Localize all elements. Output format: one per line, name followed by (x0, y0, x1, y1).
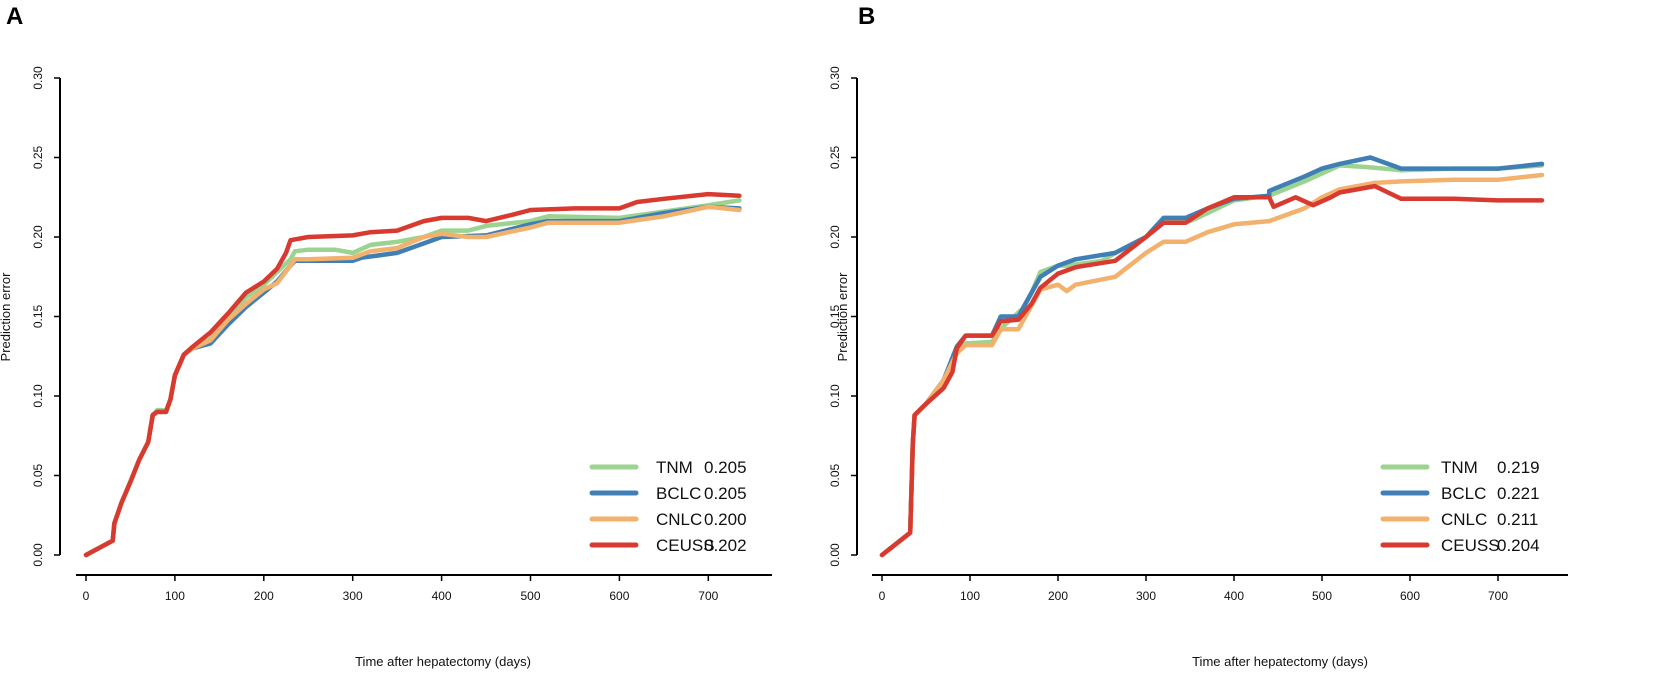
panel-b-y-tick-label: 0.00 (828, 543, 842, 567)
panel-a-x-tick-label: 0 (83, 589, 90, 603)
panel-a-series (83, 191, 742, 558)
panel-a-x-tick-label: 400 (432, 589, 452, 603)
panel-b-series (879, 155, 1545, 558)
panel-a-series-cnlc (83, 204, 742, 558)
panel-b-x-tick-label: 300 (1136, 589, 1156, 603)
panel-a-legend-label-tnm: TNM (656, 458, 693, 477)
panel-a-legend-label-ceuss: CEUSS (656, 536, 715, 555)
panel-a-x-tick-label: 200 (254, 589, 274, 603)
panel-a-y-tick-label: 0.10 (31, 384, 45, 408)
panel-a-y-axis-title: Prediction error (0, 272, 13, 362)
panel-b: B Prediction error Time after hepatectom… (828, 3, 1568, 669)
panel-a-y-tick-label: 0.25 (31, 145, 45, 169)
panel-a-y-tick-label: 0.20 (31, 225, 45, 249)
panel-a-y-tick-label: 0.30 (31, 66, 45, 90)
panel-b-series-cnlc (879, 172, 1545, 558)
panel-a-legend-label-cnlc: CNLC (656, 510, 702, 529)
panel-a-y-tick-label: 0.15 (31, 304, 45, 328)
panel-b-y-axis-title: Prediction error (835, 272, 850, 362)
panel-b-x-tick-label: 200 (1048, 589, 1068, 603)
panel-a: A Prediction error Time after hepatectom… (0, 3, 772, 669)
panel-a-series-ceuss (83, 191, 742, 558)
panel-a-x-tick-label: 300 (343, 589, 363, 603)
panel-b-legend-label-bclc: BCLC (1441, 484, 1486, 503)
panel-b-ticks: 0.00 0.05 0.10 0.15 0.20 0.25 0.30 0 100 200 300 40… (828, 66, 1508, 603)
panel-a-y-tick-label: 0.00 (31, 543, 45, 567)
panel-a-x-tick-label: 600 (609, 589, 629, 603)
panel-a-legend-score-ceuss: 0.202 (704, 536, 747, 555)
panel-b-x-tick-label: 700 (1488, 589, 1508, 603)
panel-b-x-tick-label: 400 (1224, 589, 1244, 603)
panel-b-legend-label-cnlc: CNLC (1441, 510, 1487, 529)
panel-b-x-tick-label: 600 (1400, 589, 1420, 603)
panel-a-y-tick-label: 0.05 (31, 463, 45, 487)
panel-a-ticks: 0.00 0.05 0.10 0.15 0.20 0.25 0.30 0 100 200 300 40… (31, 66, 719, 603)
panel-b-y-tick-label: 0.25 (828, 145, 842, 169)
panel-b-letter: B (858, 3, 875, 30)
panel-b-y-tick-label: 0.30 (828, 66, 842, 90)
panel-a-legend-score-cnlc: 0.200 (704, 510, 747, 529)
panel-b-x-tick-label: 500 (1312, 589, 1332, 603)
panel-a-legend-score-tnm: 0.205 (704, 458, 747, 477)
panel-a-legend-score-bclc: 0.205 (704, 484, 747, 503)
panel-b-y-tick-label: 0.10 (828, 384, 842, 408)
panel-b-legend-score-bclc: 0.221 (1497, 484, 1540, 503)
panel-a-x-axis-title: Time after hepatectomy (days) (355, 654, 531, 669)
panel-b-legend-label-ceuss: CEUSS (1441, 536, 1500, 555)
panel-a-x-tick-label: 500 (520, 589, 540, 603)
panel-b-x-tick-label: 0 (879, 589, 886, 603)
panel-a-series-bclc (83, 204, 742, 558)
panel-a-letter: A (6, 3, 23, 30)
panel-b-legend-score-cnlc: 0.211 (1497, 510, 1538, 529)
panel-b-legend-label-tnm: TNM (1441, 458, 1478, 477)
panel-b-legend-score-tnm: 0.219 (1497, 458, 1540, 477)
panel-a-x-tick-label: 700 (698, 589, 718, 603)
panel-b-y-tick-label: 0.05 (828, 463, 842, 487)
panel-a-series-tnm (83, 198, 742, 558)
panel-b-y-tick-label: 0.20 (828, 225, 842, 249)
panel-b-x-axis-title: Time after hepatectomy (days) (1192, 654, 1368, 669)
panel-b-x-tick-label: 100 (960, 589, 980, 603)
panel-b-y-tick-label: 0.15 (828, 304, 842, 328)
panel-b-legend-score-ceuss: 0.204 (1497, 536, 1540, 555)
panel-a-legend-label-bclc: BCLC (656, 484, 701, 503)
panel-b-series-ceuss (879, 183, 1545, 558)
panel-a-x-tick-label: 100 (165, 589, 185, 603)
